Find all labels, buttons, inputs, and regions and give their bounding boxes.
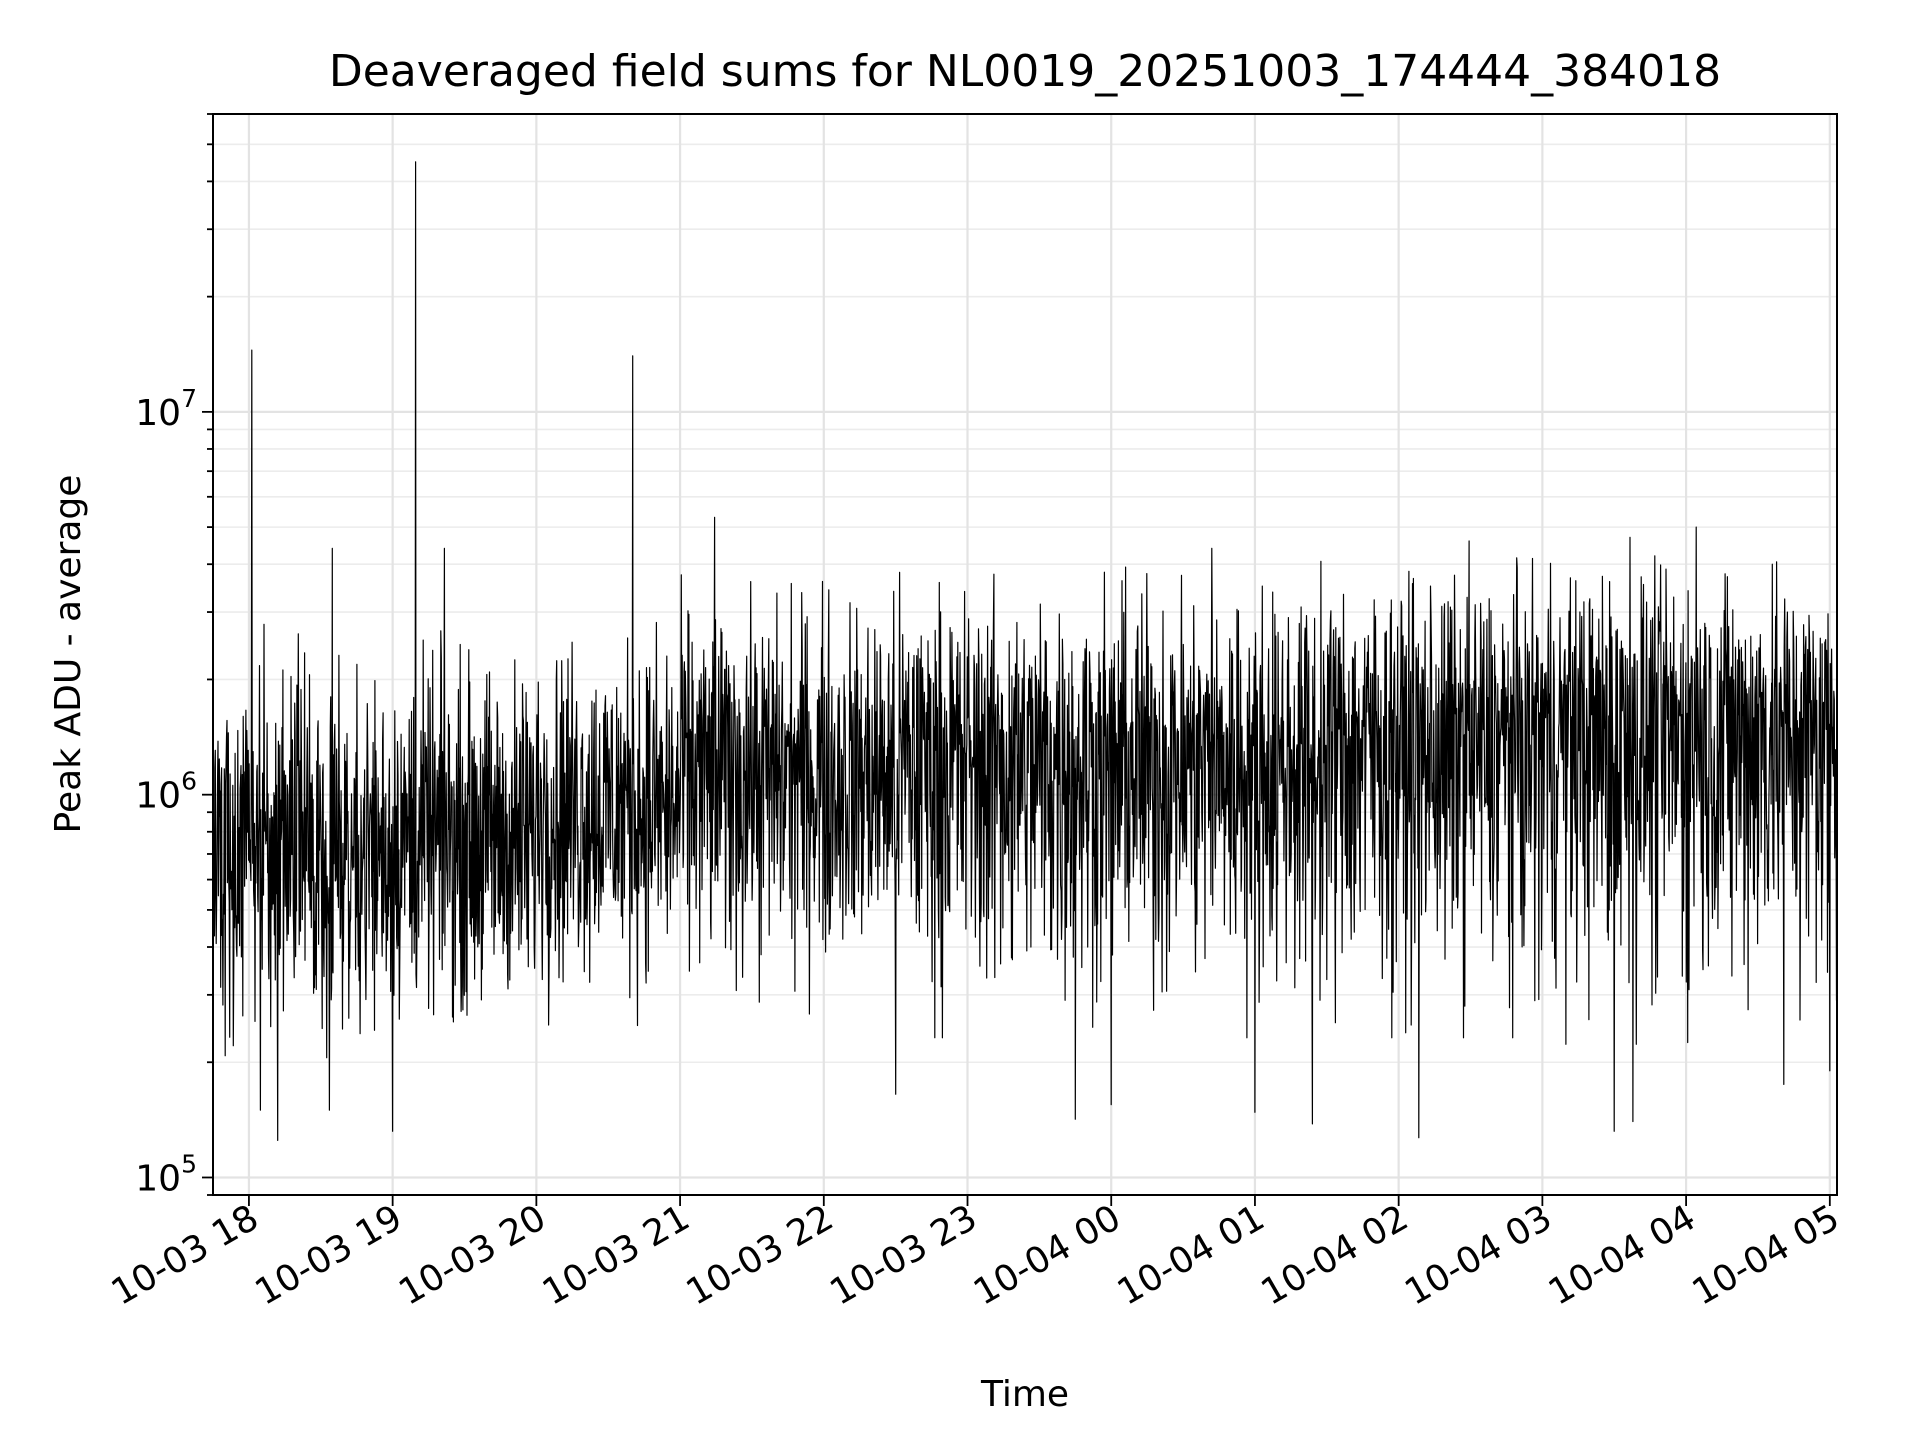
- x-tick-label: 10-04 03: [1398, 1197, 1559, 1313]
- grid: [213, 113, 1837, 1196]
- y-tick-exponent: 7: [181, 384, 197, 413]
- x-tick-label: 10-03 20: [392, 1197, 553, 1313]
- y-tick-label: 106: [135, 767, 197, 817]
- y-tick-base: 10: [135, 776, 181, 817]
- x-tick-label: 10-03 22: [680, 1197, 841, 1313]
- x-tick-label: 10-03 23: [823, 1197, 984, 1313]
- x-tick-label: 10-04 04: [1542, 1197, 1703, 1313]
- plot-frame: [212, 113, 1838, 1196]
- y-tick-base: 10: [135, 1158, 181, 1199]
- x-tick-label: 10-03 18: [105, 1197, 266, 1313]
- y-tick-label: 105: [135, 1149, 197, 1199]
- y-tick-exponent: 5: [181, 1149, 197, 1178]
- x-tick-label: 10-04 00: [967, 1197, 1128, 1313]
- axis-ticks: [202, 113, 1831, 1206]
- y-tick-label: 107: [135, 384, 197, 434]
- x-tick-label: 10-04 01: [1111, 1197, 1272, 1313]
- x-tick-label: 10-04 05: [1686, 1197, 1847, 1313]
- y-axis-label: Peak ADU - average: [48, 475, 89, 834]
- x-tick-label: 10-04 02: [1254, 1197, 1415, 1313]
- x-axis-label: Time: [980, 1374, 1069, 1415]
- y-tick-base: 10: [135, 393, 181, 434]
- chart-title: Deaveraged field sums for NL0019_2025100…: [329, 46, 1721, 97]
- series-line: [212, 161, 1838, 1141]
- x-tick-label: 10-03 21: [536, 1197, 697, 1313]
- y-tick-exponent: 6: [181, 767, 197, 796]
- x-tick-label: 10-03 19: [248, 1197, 409, 1313]
